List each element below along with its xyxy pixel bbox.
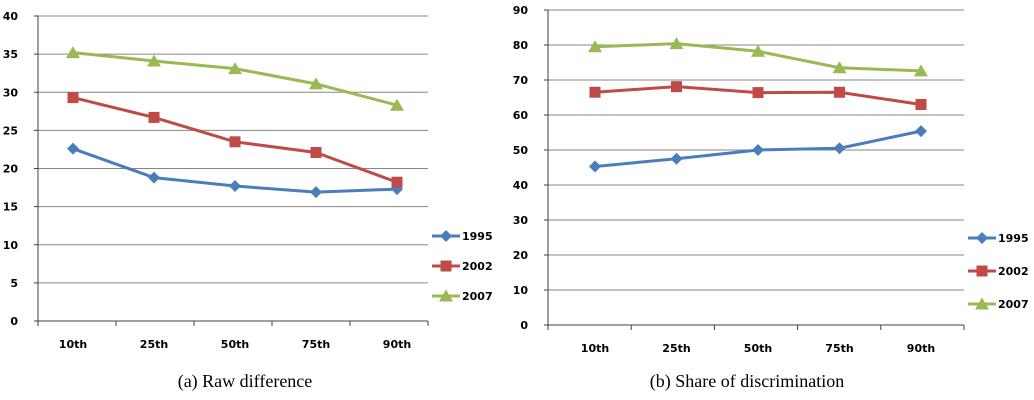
x-tick-label: 90th: [907, 342, 935, 355]
x-tick-label: 75th: [825, 342, 853, 355]
y-tick-label: 40: [3, 10, 19, 23]
y-tick-label: 35: [3, 48, 18, 61]
y-tick-label: 30: [513, 214, 529, 227]
chart-a: 0 5 10 15 20 25 30 35 40 10th 25th 50th 75th 90th 1995…: [3, 10, 493, 351]
legend-marker-1995: [440, 230, 452, 242]
data-point-1995: [67, 142, 79, 155]
y-tick-label: 60: [513, 109, 529, 122]
x-tick-label: 10th: [59, 338, 87, 351]
y-tick-label: 10: [513, 284, 529, 297]
legend-marker-2002: [976, 265, 988, 277]
y-tick-label: 90: [513, 4, 529, 17]
y-tick-label: 40: [513, 179, 529, 192]
y-tick-label: 20: [513, 249, 529, 262]
x-tick-label: 25th: [140, 338, 168, 351]
y-tick-label: 70: [513, 74, 529, 87]
data-point-2002: [391, 176, 403, 188]
x-tick-label: 25th: [662, 342, 690, 355]
legend-label-2002: 2002: [998, 265, 1029, 278]
data-point-2007: [147, 54, 161, 67]
y-tick-label: 5: [10, 277, 18, 290]
y-tick-label: 25: [3, 124, 18, 137]
data-point-2007: [914, 64, 928, 77]
data-point-1995: [229, 180, 241, 193]
data-point-2007: [751, 44, 765, 57]
data-point-2002: [589, 86, 601, 98]
x-tick-label: 75th: [302, 338, 330, 351]
data-point-1995: [670, 152, 683, 165]
x-tick-label: 90th: [383, 338, 411, 351]
data-point-2002: [310, 146, 322, 158]
legend-label-1995: 1995: [462, 230, 493, 243]
y-tick-label: 0: [10, 315, 18, 328]
data-point-1995: [148, 171, 160, 184]
data-point-2007: [588, 40, 602, 53]
x-tick-label: 10th: [581, 342, 609, 355]
y-tick-label: 10: [3, 239, 19, 252]
chart-b: 0 10 20 30 40 50 60 70 80 90 10th 25th 50th 75th 90th 1…: [513, 4, 1029, 355]
y-tick-label: 15: [3, 201, 18, 214]
y-tick-label: 0: [520, 319, 528, 332]
y-tick-label: 30: [3, 86, 19, 99]
legend-label-2002: 2002: [462, 260, 493, 273]
legend-marker-2007: [439, 289, 453, 302]
data-point-2007: [309, 77, 323, 90]
data-point-1995: [752, 144, 764, 156]
data-point-1995: [833, 142, 846, 155]
data-point-2002: [915, 99, 927, 110]
caption-a: (a) Raw difference: [178, 371, 313, 392]
legend-label-2007: 2007: [462, 290, 493, 303]
data-point-1995: [915, 125, 927, 138]
data-point-2007: [228, 62, 242, 75]
series-line-2007: [71, 51, 399, 107]
y-tick-label: 80: [513, 39, 529, 52]
data-point-2002: [67, 92, 79, 104]
data-point-2007: [832, 61, 847, 74]
y-tick-label: 50: [513, 144, 529, 157]
legend-label-2007: 2007: [998, 298, 1029, 311]
data-point-2002: [229, 136, 241, 148]
data-point-2007: [669, 37, 684, 50]
data-point-2002: [752, 87, 764, 99]
y-tick-label: 20: [3, 163, 19, 176]
x-tick-label: 50th: [221, 338, 249, 351]
legend-marker-2007: [975, 297, 989, 310]
data-point-2007: [390, 98, 404, 111]
legend-marker-2002: [440, 260, 452, 272]
data-point-1995: [310, 186, 322, 199]
data-point-2007: [66, 46, 80, 59]
caption-b: (b) Share of discrimination: [650, 371, 844, 392]
data-point-1995: [589, 160, 601, 173]
legend-marker-1995: [976, 232, 988, 244]
data-point-2002: [834, 86, 845, 98]
data-point-2002: [671, 81, 682, 93]
data-point-2002: [148, 111, 160, 123]
legend-label-1995: 1995: [998, 232, 1029, 245]
x-tick-label: 50th: [744, 342, 772, 355]
